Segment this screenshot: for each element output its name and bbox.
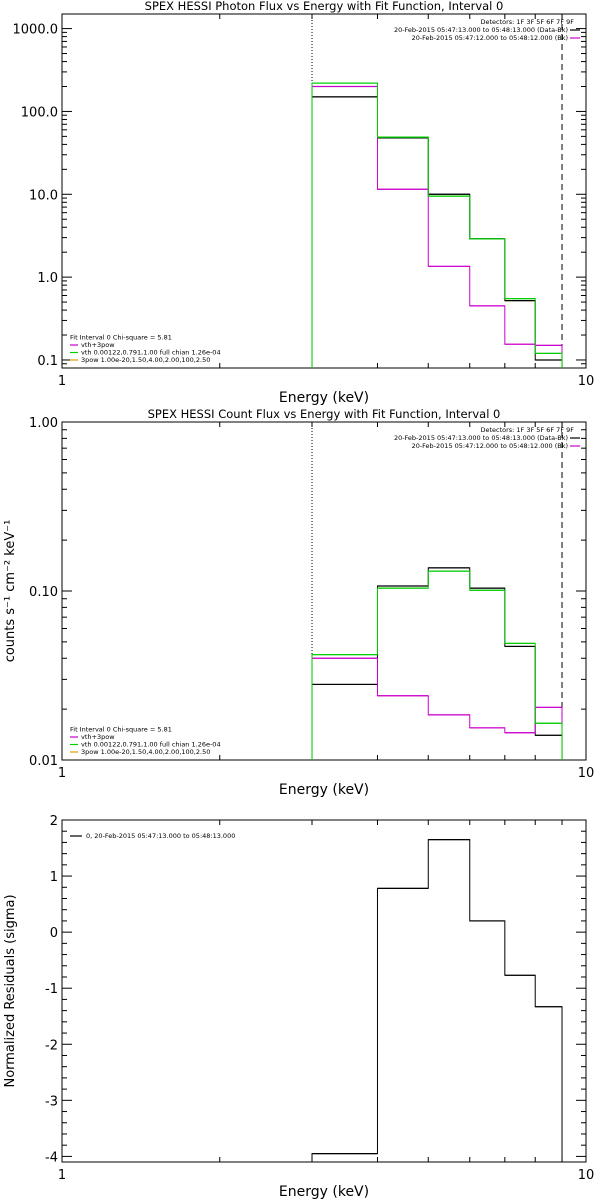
legend-fit-text: vth 0.00122,0.791,1.00 full chian 1.26e-… — [81, 349, 221, 357]
legend-interval-text: 20-Feb-2015 05:47:13.000 to 05:48:13.000… — [394, 434, 568, 442]
plot-frame — [61, 421, 587, 761]
legend-residual-text: 0, 20-Feb-2015 05:47:13.000 to 05:48:13.… — [86, 832, 235, 840]
legend-fit-text: vth+3pow — [81, 733, 115, 741]
y-tick-label: 100.0 — [21, 105, 58, 120]
series-1-step-line — [311, 96, 563, 368]
x-tick-label: 1 — [58, 1168, 66, 1183]
y-tick-label: 2 — [50, 814, 58, 829]
y-tick-label: 1000.0 — [13, 23, 59, 38]
legend-fit-header: Fit Interval 0 Chi-square = 5.81 — [70, 726, 172, 734]
x-tick-label: 10 — [578, 766, 595, 781]
y-tick-label: 1 — [50, 870, 58, 885]
legend-detectors-title: Detectors: 1F 3F 5F 6F 7F 9F — [480, 426, 574, 434]
legend-interval-text: 20-Feb-2015 05:47:12.000 to 05:48:12.000… — [412, 34, 568, 42]
legend-fit-text: 3pow 1.00e-20,1.50,4.00,2.00,100,2.50 — [81, 356, 210, 364]
plot-frame — [61, 13, 587, 369]
y-tick-label: -2 — [45, 1038, 58, 1053]
y-tick-label: 0.01 — [29, 754, 58, 769]
y-axis-label: Normalized Residuals (sigma) — [3, 894, 18, 1087]
x-tick-label: 1 — [58, 766, 66, 781]
legend-fit-text: vth+3pow — [81, 341, 115, 349]
y-tick-label: 0.1 — [37, 354, 58, 369]
legend-fit-text: vth 0.00122,0.791,1.00 full chian 1.26e-… — [81, 741, 221, 749]
series-2-step-line — [311, 85, 563, 368]
series-3-step-line — [311, 82, 563, 368]
plot-frame — [61, 819, 587, 1163]
x-tick-label: 10 — [578, 374, 595, 389]
y-tick-label: 1.0 — [37, 271, 58, 286]
y-tick-label: -1 — [45, 982, 58, 997]
y-axis-label: counts s⁻¹ cm⁻² keV⁻¹ — [3, 520, 18, 663]
y-tick-label: 10.0 — [29, 188, 58, 203]
y-tick-label: 0 — [50, 926, 58, 941]
x-axis-label: Energy (keV) — [279, 782, 369, 798]
y-tick-label: -4 — [45, 1150, 58, 1165]
x-axis-label: Energy (keV) — [279, 390, 369, 406]
panel-2: SPEX HESSI Count Flux vs Energy with Fit… — [3, 407, 594, 798]
y-tick-label: -3 — [45, 1094, 58, 1109]
legend-interval-text: 20-Feb-2015 05:47:13.000 to 05:48:13.000… — [394, 26, 568, 34]
legend-fit-text: 3pow 1.00e-20,1.50,4.00,2.00,100,2.50 — [81, 748, 210, 756]
chart-title: SPEX HESSI Count Flux vs Energy with Fit… — [148, 407, 501, 421]
legend-detectors-title: Detectors: 1F 3F 5F 6F 7F 9F — [480, 18, 574, 26]
y-tick-label: 1.00 — [29, 416, 58, 431]
legend-interval-text: 20-Feb-2015 05:47:12.000 to 05:48:12.000… — [412, 442, 568, 450]
x-tick-label: 1 — [58, 374, 66, 389]
series-1-step-line — [311, 567, 563, 760]
panel-3: 1 10 Energy (keV) -4 -3 -2 -1 0 1 2 Normalized Res… — [3, 814, 594, 1200]
chart-title: SPEX HESSI Photon Flux vs Energy with Fi… — [145, 0, 504, 13]
legend-fit-header: Fit Interval 0 Chi-square = 5.81 — [70, 334, 172, 342]
series-1-step-line — [311, 839, 563, 1162]
x-axis-label: Energy (keV) — [279, 1184, 369, 1200]
series-2-step-line — [311, 657, 563, 760]
panel-1: SPEX HESSI Photon Flux vs Energy with Fi… — [13, 0, 595, 406]
x-tick-label: 10 — [578, 1168, 595, 1183]
series-3-step-line — [311, 570, 563, 760]
y-tick-label: 0.10 — [29, 585, 58, 600]
